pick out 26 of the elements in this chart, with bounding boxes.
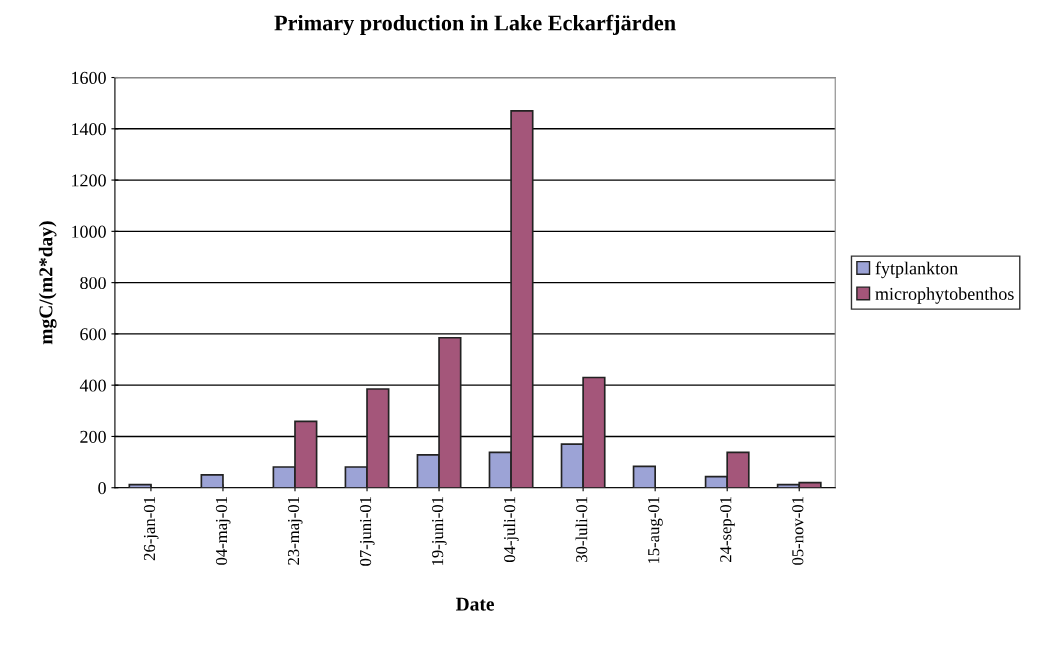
x-tick-label: 07-juni-01 [359, 497, 375, 566]
legend-label: fytplankton [875, 261, 958, 279]
y-tick-label: 1000 [72, 225, 106, 238]
x-tick-label: 15-aug-01 [648, 497, 663, 564]
y-tick-label: 800 [80, 276, 106, 290]
x-tick-label: 30-luli-01 [575, 497, 588, 562]
x-tick-label: 24-sep-01 [720, 497, 735, 562]
y-tick-label: 200 [80, 430, 106, 443]
y-axis-title: mgC/(m2*day) [38, 221, 57, 345]
x-tick-label: 26-jan-01 [143, 497, 159, 561]
y-tick-label: 1400 [72, 123, 106, 136]
x-axis-title: Date [455, 597, 495, 611]
x-tick-label: 19-juni-01 [431, 497, 447, 565]
legend-label: microphytobenthos [875, 287, 1014, 304]
x-tick-label: 23-maj-01 [287, 497, 303, 565]
y-tick-label: 1600 [72, 71, 106, 84]
y-tick-label: 600 [80, 328, 106, 341]
y-tick-label: 400 [79, 379, 106, 392]
chart-title: Primary production in Lake Eckarfjärden [274, 14, 676, 36]
bar [632, 465, 656, 488]
y-tick-label: 0 [98, 481, 106, 495]
x-tick-label: 05-nov-01 [792, 497, 804, 565]
y-tick-label: 1200 [72, 174, 106, 187]
x-tick-label: 04-maj-01 [215, 497, 231, 565]
x-tick-label: 04-juli-01 [503, 497, 519, 563]
bar [200, 474, 224, 488]
